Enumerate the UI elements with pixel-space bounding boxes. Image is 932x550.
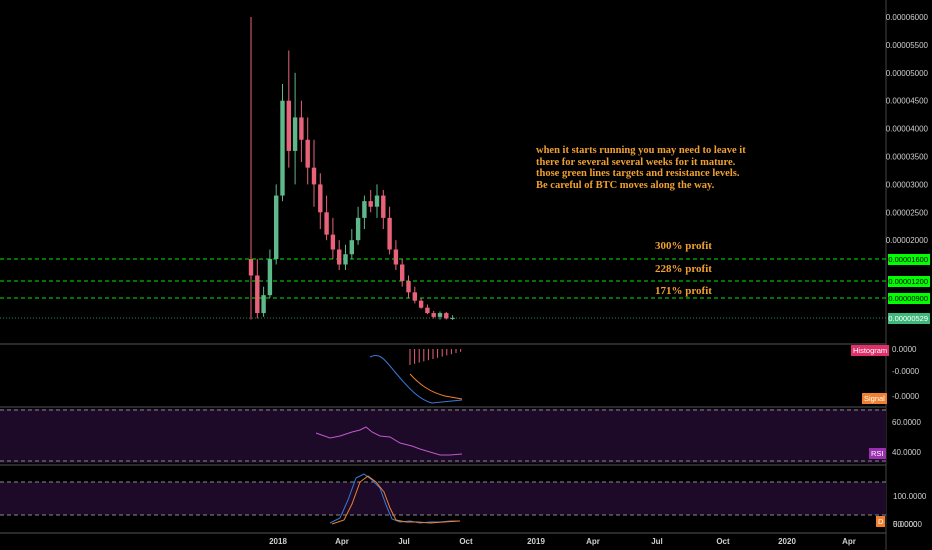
time-tick-label: Apr [335,537,349,546]
stoch-d-line [331,475,461,525]
candle-body [368,201,373,207]
candle-body [431,313,436,317]
profit-label-228: 228% profit [655,263,712,275]
candle-body [393,249,399,265]
time-tick-label: Apr [586,537,600,546]
time-tick-label: 2020 [778,537,796,546]
macd-histogram [409,349,462,365]
stoch-k-line [329,473,460,524]
price-tag-resistance-2: 0.00001200 [888,276,930,287]
candle-body [267,259,273,296]
candle-body [349,240,354,255]
candle-body [248,259,254,276]
rsi-line [315,426,463,456]
candle-body [261,295,266,314]
time-tick-label: 2018 [269,537,287,546]
stoch-tick-label: 0.0000 [893,520,918,529]
price-tick-label: 0.00004000 [886,125,929,134]
candle-body [337,249,342,265]
candle-body [255,275,260,314]
time-tick-label: Apr [842,537,856,546]
histogram-badge: Histogram [851,345,890,356]
time-tick-label: Oct [716,537,730,546]
candle-body [406,281,411,293]
candle-body [381,195,386,218]
price-tick-label: 0.00003000 [886,180,929,189]
candle-body [444,313,449,319]
candle-body [274,195,279,259]
time-tick-label: Jul [651,537,663,546]
price-tag-resistance-1: 0.00001600 [888,254,930,265]
rsi-band [0,409,886,463]
time-tick-label: Oct [459,537,473,546]
macd-tick-label: 0.0000 [892,345,917,354]
candle-body [305,139,310,168]
candle-body [299,117,304,140]
macd-tick-label: -0.0000 [892,367,920,376]
macd-line [369,355,463,404]
candle-body [280,100,285,196]
candle-body [425,307,430,314]
rsi-badge: RSI [869,448,886,459]
macd-tick-label: -0.0000 [892,392,920,401]
price-tag-current: 0.00000529 [888,313,930,324]
candle-body [412,292,417,301]
price-tick-label: 0.00004500 [886,97,929,106]
price-tick-label: 0.00006000 [886,13,929,22]
candle-body [311,167,317,185]
candle-body [318,184,323,213]
price-tick-label: 0.00003500 [886,153,929,162]
candle-body [362,201,367,218]
stoch-band [0,482,886,515]
analysis-note: when it starts running you may need to l… [536,145,746,191]
price-tick-label: 0.00002500 [886,208,929,217]
price-tick-label: 0.00005500 [886,41,929,50]
candle-body [418,300,424,308]
candle-body [374,195,380,207]
price-tick-label: 0.00002000 [886,236,929,245]
candle-body [437,313,443,317]
candle-body [355,217,361,241]
candle-body [286,100,291,151]
price-tick-label: 0.00005000 [886,69,929,78]
stoch-tick-label: 50.0000 [893,520,922,529]
profit-label-300: 300% profit [655,240,712,252]
candle-body [450,317,455,319]
rsi-tick-label: 40.0000 [892,448,921,457]
d-badge: D [876,516,886,527]
candle-body [387,217,392,250]
rsi-tick-label: 60.0000 [892,418,921,427]
candle-body [400,264,405,281]
candle-body [330,234,336,250]
stoch-tick-label: 100.0000 [893,492,927,501]
signal-badge: Signal [862,393,887,404]
time-tick-label: Jul [398,537,410,546]
time-tick-label: 2019 [527,537,545,546]
signal-line [409,373,463,400]
candle-body [292,117,298,151]
price-tag-resistance-3: 0.00000900 [888,293,930,304]
profit-label-171: 171% profit [655,285,712,297]
candle-body [324,212,329,235]
candle-body [343,254,348,265]
